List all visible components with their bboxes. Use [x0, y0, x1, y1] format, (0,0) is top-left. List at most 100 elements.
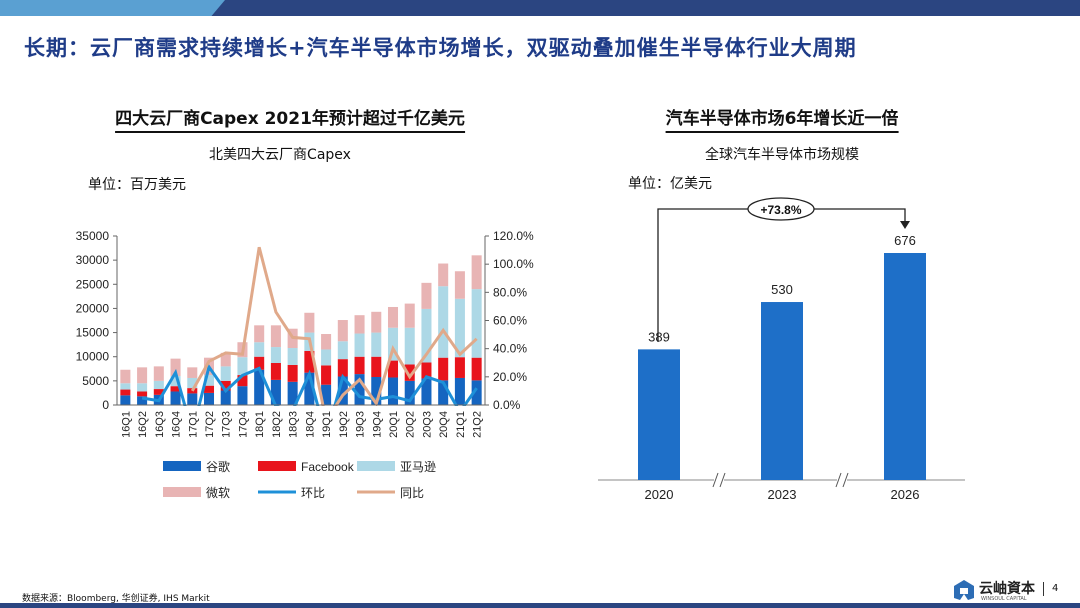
- legend-label: 谷歌: [206, 459, 230, 474]
- bar-微软-20Q4: [438, 263, 449, 287]
- bar-谷歌-20Q1: [387, 377, 399, 405]
- legend-label: Facebook: [301, 460, 355, 474]
- x-tick-label: 16Q4: [171, 411, 183, 438]
- bar-亚马逊-17Q1: [187, 377, 198, 389]
- source-note: 数据来源：Bloomberg, 华创证券, IHS Markit: [22, 594, 210, 604]
- x-tick-label: 16Q3: [154, 411, 166, 438]
- y2-tick-label: 100.0%: [493, 257, 534, 271]
- bar-微软-20Q2: [404, 303, 415, 328]
- bar-亚马逊-17Q4: [237, 357, 248, 376]
- bar-谷歌-21Q2: [471, 380, 482, 405]
- bar-谷歌-18Q2: [270, 379, 281, 405]
- bar-微软-18Q2: [270, 325, 281, 348]
- x-tick-label: 18Q3: [288, 411, 300, 438]
- x-tick-label: 20Q3: [421, 411, 433, 438]
- bar-谷歌-19Q3: [354, 374, 365, 405]
- bar-亚马逊-20Q2: [404, 327, 415, 365]
- x-tick-label: 17Q2: [204, 411, 216, 438]
- y-tick-label: 35000: [76, 229, 110, 243]
- logo: 云岫資本 WINSOUL CAPITAL: [952, 578, 1042, 604]
- bar-Facebook-19Q3: [354, 356, 365, 375]
- bar-亚马逊-20Q1: [387, 327, 399, 361]
- legend-label: 环比: [301, 486, 325, 500]
- left-chart-unit: 单位：百万美元: [88, 177, 186, 193]
- bar-亚马逊-19Q4: [371, 332, 382, 357]
- legend-swatch: [357, 461, 395, 471]
- axis-break: [714, 473, 724, 487]
- x-tick-label: 19Q3: [355, 411, 367, 438]
- bar-Facebook-20Q3: [421, 362, 432, 379]
- bar-Facebook-18Q4: [304, 350, 315, 373]
- bar-value-label: 676: [894, 233, 916, 248]
- bar-亚马逊-17Q3: [220, 366, 231, 381]
- left-chart-title: 四大云厂商Capex 2021年预计超过千亿美元: [115, 104, 465, 133]
- divider: [1043, 582, 1044, 596]
- bar-亚马逊-19Q1: [321, 349, 332, 366]
- bar-亚马逊-20Q4: [438, 286, 449, 358]
- bar-亚马逊-18Q3: [287, 348, 298, 365]
- bar-亚马逊-16Q1: [120, 383, 131, 390]
- slide-title: 长期：云厂商需求持续增长+汽车半导体市场增长，双驱动叠加催生半导体行业大周期: [24, 36, 857, 60]
- growth-badge: [747, 197, 815, 221]
- bar-亚马逊-20Q3: [421, 308, 432, 363]
- bar-Facebook-16Q2: [137, 391, 148, 397]
- x-tick-label: 20Q2: [405, 411, 417, 438]
- bar-谷歌-20Q3: [421, 378, 432, 405]
- bar-谷歌-19Q4: [371, 376, 382, 405]
- bar-谷歌-21Q1: [454, 377, 465, 405]
- bar-微软-17Q1: [187, 367, 198, 378]
- bar-谷歌-17Q2: [203, 392, 215, 405]
- bar-亚马逊-16Q4: [170, 376, 181, 387]
- bar-Facebook-21Q1: [454, 357, 465, 378]
- x-tick-label: 18Q4: [304, 411, 316, 438]
- bar-Facebook-20Q1: [387, 360, 399, 378]
- bar-2020: [638, 349, 680, 480]
- x-tick-label: 18Q1: [254, 411, 266, 438]
- bar-Facebook-17Q2: [203, 385, 215, 393]
- logo-text: 云岫資本: [979, 581, 1035, 597]
- x-tick-label: 18Q2: [271, 411, 283, 438]
- bar-谷歌-17Q3: [220, 390, 231, 405]
- bar-微软-20Q1: [387, 306, 399, 328]
- bar-微软-16Q4: [170, 358, 181, 377]
- bar-谷歌-18Q3: [287, 381, 298, 405]
- y-tick-label: 0: [102, 398, 109, 412]
- bar-微软-16Q2: [137, 367, 148, 384]
- bar-亚马逊-19Q2: [337, 341, 348, 360]
- right-chart-subtitle: 全球汽车半导体市场规模: [705, 147, 859, 163]
- x-tick-label: 2020: [645, 487, 674, 502]
- x-tick-label: 17Q4: [237, 411, 249, 438]
- bar-亚马逊-16Q2: [137, 383, 148, 392]
- x-tick-label: 2026: [891, 487, 920, 502]
- legend-swatch: [258, 461, 296, 471]
- bar-亚马逊-18Q2: [270, 347, 281, 363]
- legend-label: 同比: [400, 486, 424, 500]
- legend-label: 亚马逊: [400, 460, 436, 474]
- axis-break: [837, 473, 847, 487]
- bar-亚马逊-21Q1: [454, 298, 465, 358]
- left-chart-subtitle: 北美四大云厂商Capex: [209, 147, 351, 163]
- bar-微软-17Q3: [220, 352, 231, 367]
- bar-value-label: 389: [648, 329, 670, 344]
- bar-微软-16Q1: [120, 369, 131, 384]
- bar-微软-21Q2: [471, 255, 482, 290]
- bar-微软-20Q3: [421, 282, 432, 309]
- bar-Facebook-19Q4: [371, 356, 382, 377]
- y2-tick-label: 40.0%: [493, 342, 527, 356]
- y2-tick-label: 60.0%: [493, 314, 527, 328]
- bar-Facebook-18Q1: [254, 356, 265, 370]
- bar-Facebook-20Q2: [404, 364, 415, 381]
- bar-亚马逊-21Q2: [471, 289, 482, 358]
- legend-label: 微软: [206, 486, 230, 500]
- x-tick-label: 16Q1: [120, 411, 132, 438]
- bar-微软-18Q4: [304, 312, 315, 333]
- x-tick-label: 21Q1: [455, 411, 467, 438]
- bar-Facebook-16Q3: [153, 389, 164, 395]
- y2-tick-label: 0.0%: [493, 398, 521, 412]
- line-同比: [190, 246, 478, 406]
- bar-2023: [761, 302, 803, 480]
- x-tick-label: 16Q2: [137, 411, 149, 438]
- x-tick-label: 2023: [768, 487, 797, 502]
- bar-谷歌-19Q2: [337, 376, 348, 405]
- bar-亚马逊-16Q3: [153, 380, 164, 390]
